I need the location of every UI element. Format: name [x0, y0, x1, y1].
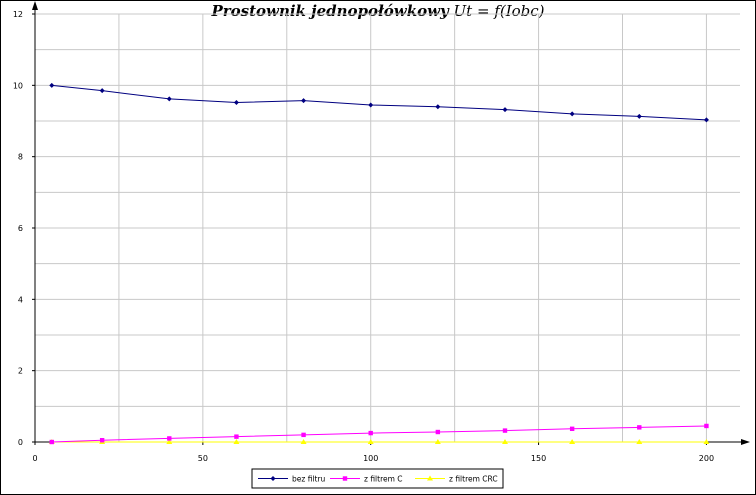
- data-point: [167, 436, 172, 441]
- legend-marker: [270, 476, 276, 481]
- x-tick-label: 0: [32, 454, 37, 463]
- data-point: [435, 104, 441, 110]
- grid: [35, 13, 740, 442]
- legend-marker: [427, 475, 433, 481]
- series-bez-filtru: [49, 82, 709, 123]
- data-point: [166, 439, 173, 444]
- chart-title-main: Prostownik jednopołówkowy: [211, 2, 449, 20]
- data-point: [569, 439, 576, 444]
- y-tick-label: 12: [13, 10, 23, 19]
- y-tick-label: 8: [18, 153, 23, 162]
- data-point: [368, 102, 374, 108]
- legend-label: z filtrem CRC: [449, 475, 498, 484]
- data-point: [99, 438, 105, 443]
- x-tick-label: 200: [699, 454, 714, 463]
- data-point: [434, 439, 441, 444]
- y-tick-label: 10: [13, 81, 23, 90]
- data-point: [703, 117, 709, 123]
- axes: [32, 1, 750, 445]
- x-axis-arrow: [741, 439, 750, 445]
- y-tick-label: 0: [18, 438, 23, 447]
- legend-item: z filtrem CRC: [415, 475, 498, 484]
- data-point: [300, 439, 307, 444]
- chart-subtitle: Ut = f(Iobc): [453, 2, 545, 20]
- data-point: [234, 434, 239, 439]
- legend-item: z filtrem C: [330, 475, 403, 484]
- data-point: [233, 99, 239, 105]
- data-point: [636, 439, 643, 444]
- y-tick-label: 4: [18, 295, 23, 304]
- x-tick-label: 50: [198, 454, 208, 463]
- series-z-filtrem-crc: [48, 439, 710, 444]
- legend-marker: [342, 476, 348, 481]
- series-line: [51, 84, 707, 121]
- legend-item: bez filtru: [258, 475, 326, 484]
- data-point: [49, 439, 54, 445]
- series-group: [48, 82, 710, 445]
- data-point: [368, 430, 373, 436]
- x-tick-label: 150: [531, 454, 546, 463]
- data-point: [569, 426, 575, 432]
- data-point: [502, 428, 508, 433]
- series-line: [51, 425, 707, 443]
- series-z-filtrem-c: [49, 423, 709, 445]
- data-point: [569, 111, 575, 117]
- y-axis-arrow: [32, 1, 38, 10]
- data-point: [704, 423, 709, 429]
- data-point: [637, 425, 642, 430]
- data-point: [502, 439, 508, 444]
- data-point: [367, 439, 374, 444]
- data-point: [99, 88, 105, 94]
- data-point: [703, 439, 710, 444]
- chart-title: Prostownik jednopołówkowy Ut = f(Iobc): [0, 2, 756, 20]
- data-point: [49, 82, 55, 88]
- data-point: [301, 432, 306, 438]
- x-tick-label: 100: [363, 454, 378, 463]
- data-point: [233, 439, 240, 444]
- legend: bez filtru z filtrem C z filtrem CRC: [251, 468, 504, 489]
- y-tick-label: 2: [18, 367, 23, 376]
- legend-label: bez filtru: [292, 475, 326, 484]
- data-point: [636, 113, 642, 119]
- tick-labels: 0 50 100 150 200 0 2 4 6 8 10 12: [13, 10, 714, 463]
- data-point: [166, 96, 172, 102]
- data-point: [301, 98, 307, 104]
- legend-label: z filtrem C: [364, 475, 403, 484]
- y-tick-label: 6: [18, 224, 23, 233]
- data-point: [502, 107, 508, 113]
- data-point: [435, 429, 441, 435]
- legend-box: [251, 468, 504, 489]
